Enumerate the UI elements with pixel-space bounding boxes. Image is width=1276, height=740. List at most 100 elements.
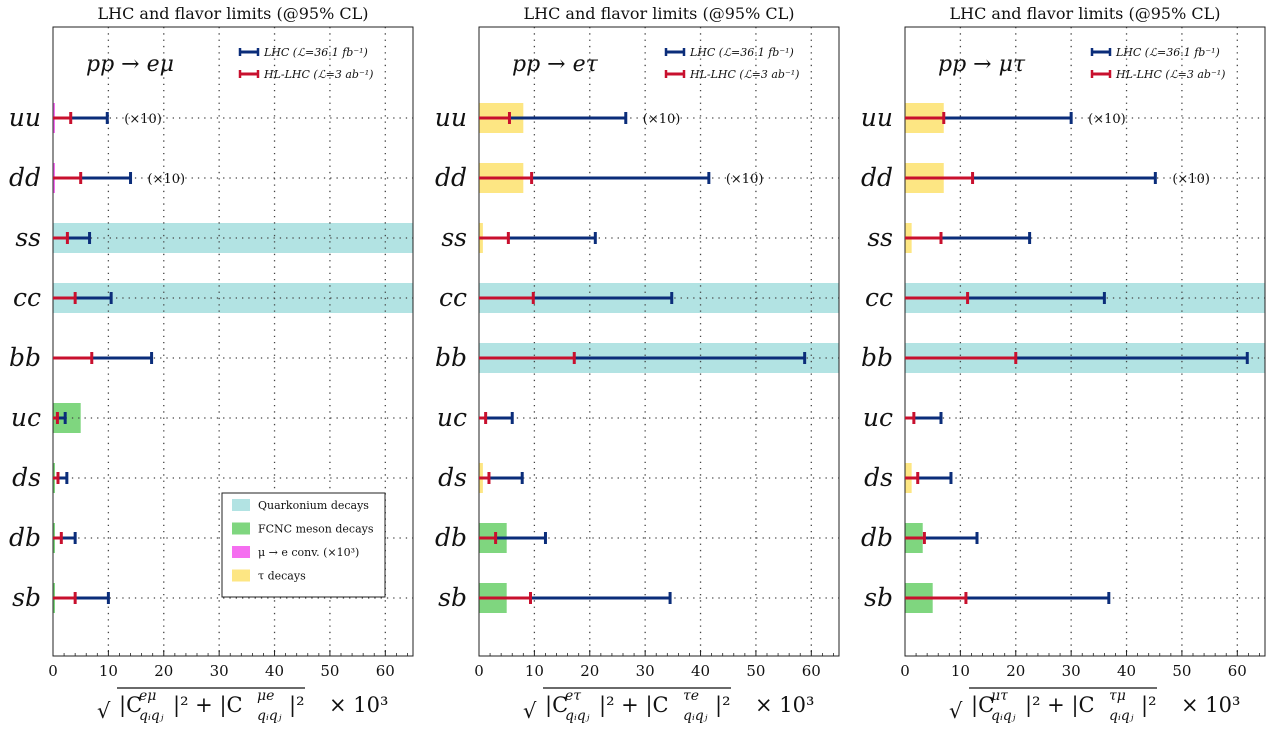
x-axis-label: √ |Cμτ qᵢqⱼ |² + |C τμ qᵢqⱼ |² × 10³ [949,687,1240,724]
y-category-label: uu [435,103,467,132]
xlabel-sup: eτ [565,688,581,704]
plot-frame [478,26,840,657]
y-category-label: ds [864,463,893,492]
chart-panel-3: LHC and flavor limits (@95% CL) 0 10 20 30 40… [861,4,1266,724]
x-tick-label: 10 [99,662,118,680]
y-category-label: cc [13,283,41,312]
y-category-label: uu [861,103,893,132]
sqrt-sign: √ [949,699,963,723]
y-category-label: uc [11,403,41,432]
scale-annotation: (×10) [643,112,681,127]
process-label: pp → μτ [938,52,1026,77]
x-tick-label: 50 [746,662,765,680]
y-category-label: ss [867,223,893,252]
y-category-label: ss [15,223,41,252]
xlabel-tail: |² [715,693,731,718]
xlabel-scale: × 10³ [329,693,388,717]
x-tick-label: 50 [1172,662,1191,680]
legend-entry: HL-LHC (ℒ=3 ab⁻¹) [1115,68,1225,81]
y-category-label: dd [861,163,893,192]
x-tick-label: 0 [474,662,484,680]
xlabel-body: |C [119,693,142,718]
x-axis-label: √ |Ceμ qᵢqⱼ |² + |C μe qᵢqⱼ |² × 10³ [97,687,388,724]
scale-annotation: (×10) [726,172,764,187]
scale-annotation: (×10) [148,172,186,187]
x-tick-label: 40 [265,662,284,680]
x-tick-label: 30 [210,662,229,680]
scale-annotation: (×10) [1172,172,1210,187]
y-category-label: uc [437,403,467,432]
x-tick-label: 0 [900,662,910,680]
y-category-label: cc [439,283,467,312]
xlabel-tail: |² [1141,693,1157,718]
chart-title: LHC and flavor limits (@95% CL) [524,4,795,23]
legend-entry: LHC (ℒ=36.1 fb⁻¹) [263,46,368,59]
x-tick-label: 10 [525,662,544,680]
chart-title: LHC and flavor limits (@95% CL) [950,4,1221,23]
band-quarkonium-cc [53,283,413,313]
scale-annotation: (×10) [1088,112,1126,127]
y-category-label: bb [435,343,467,372]
scale-annotation: (×10) [124,112,162,127]
x-tick-label: 10 [951,662,970,680]
xlabel-mid: |² + |C [599,693,669,718]
xlabel-sup: μe [257,688,274,704]
plot-frame [52,26,414,657]
x-tick-label: 60 [802,662,821,680]
xlabel-body: |C [971,693,994,718]
xlabel-sub: qᵢqⱼ [139,708,164,724]
x-tick-label: 40 [1117,662,1136,680]
legend-entry: LHC (ℒ=36.1 fb⁻¹) [689,46,794,59]
band-legend-label: Quarkonium decays [258,499,369,512]
x-tick-label: 60 [1228,662,1247,680]
x-tick-label: 30 [1062,662,1081,680]
band-legend-label: FCNC meson decays [258,523,374,536]
y-category-label: uc [863,403,893,432]
xlabel-sub: qᵢqⱼ [565,708,590,724]
x-tick-label: 60 [376,662,395,680]
x-axis-label: √ |Ceτ qᵢqⱼ |² + |C τe qᵢqⱼ |² × 10³ [523,687,814,724]
y-category-label: cc [865,283,893,312]
y-category-label: db [9,523,41,552]
sqrt-sign: √ [97,699,111,723]
band-quarkonium-ss [53,223,413,253]
band-legend-label: μ → e conv. (×10³) [258,546,359,559]
band-legend: Quarkonium decays FCNC meson decays μ → e … [221,492,386,598]
process-label: pp → eμ [86,52,174,77]
y-category-label: bb [861,343,893,372]
y-category-label: dd [9,163,41,192]
y-category-label: ds [12,463,41,492]
xlabel-mid: |² + |C [173,693,243,718]
chart-panel-1: LHC and flavor limits (@95% CL) 0 10 20 30 40… [9,4,414,724]
y-category-label: db [435,523,467,552]
band-legend-label: τ decays [258,570,306,583]
x-tick-label: 20 [580,662,599,680]
x-tick-label: 50 [320,662,339,680]
xlabel-sup: eμ [139,688,156,704]
xlabel-scale: × 10³ [1181,693,1240,717]
y-category-label: sb [438,583,467,612]
xlabel-scale: × 10³ [755,693,814,717]
xlabel-sup: τe [683,688,699,704]
y-category-label: bb [9,343,41,372]
y-category-label: dd [435,163,467,192]
xlabel-sub: qᵢqⱼ [683,708,708,724]
xlabel-mid: |² + |C [1025,693,1095,718]
y-category-label: ss [441,223,467,252]
y-category-label: sb [12,583,41,612]
x-tick-label: 20 [154,662,173,680]
legend-entry: HL-LHC (ℒ=3 ab⁻¹) [263,68,373,81]
x-tick-label: 20 [1006,662,1025,680]
band-legend-swatch-quarkonium [232,499,250,511]
xlabel-sup: μτ [991,688,1008,704]
chart-panel-2: LHC and flavor limits (@95% CL) 0 10 20 30 40… [435,4,840,724]
x-tick-label: 40 [691,662,710,680]
sqrt-sign: √ [523,699,537,723]
legend-entry: LHC (ℒ=36.1 fb⁻¹) [1115,46,1220,59]
plot-frame [904,26,1266,657]
x-tick-label: 0 [48,662,58,680]
x-tick-label: 30 [636,662,655,680]
y-category-label: sb [864,583,893,612]
band-legend-swatch-mue_conv [232,546,250,558]
